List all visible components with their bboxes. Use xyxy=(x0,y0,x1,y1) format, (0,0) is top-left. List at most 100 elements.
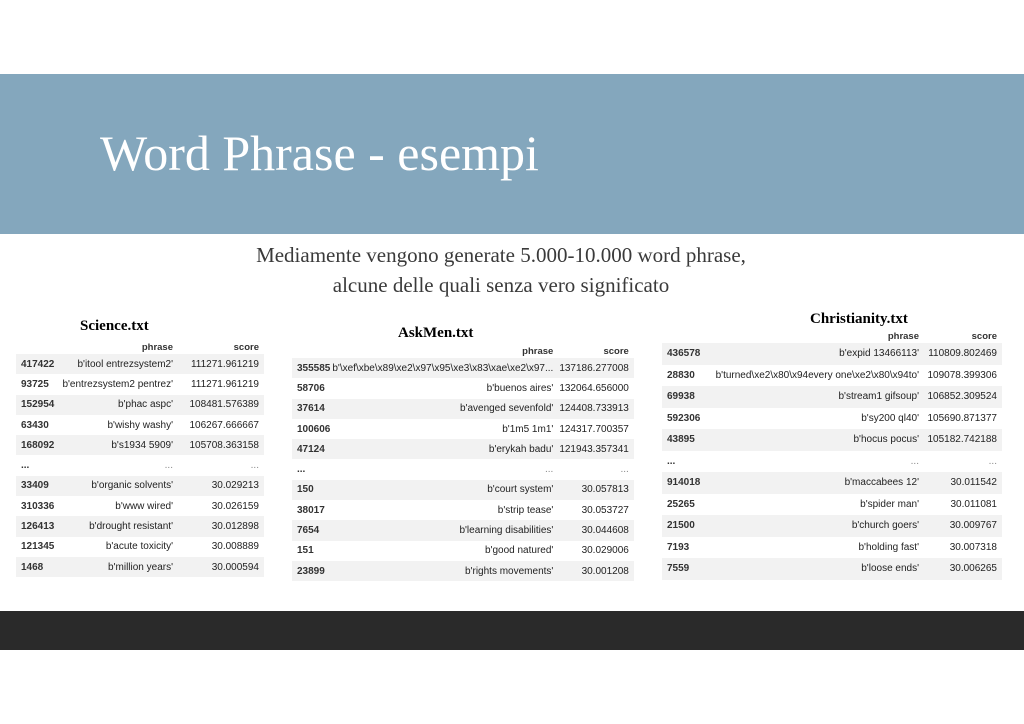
phrase-cell: b'drought resistant' xyxy=(89,521,173,533)
row-index: 58706 xyxy=(297,382,325,394)
phrase-cell: b'www wired' xyxy=(115,500,173,512)
row-index: 7559 xyxy=(667,563,690,575)
table-row: 355585 b'\xef\xbe\x89\xe2\x97\x95\xe3\x83… xyxy=(292,358,634,379)
row-index: 355585 xyxy=(297,362,331,374)
table-header-row: phrase score xyxy=(16,340,264,354)
table-row: 914018 b'maccabees 12' 30.011542 xyxy=(662,472,1002,494)
score-cell: 109078.399306 xyxy=(927,369,997,381)
score-cell: 124317.700357 xyxy=(559,423,629,435)
score-cell: 124408.733913 xyxy=(559,403,629,415)
row-index: 7654 xyxy=(297,525,320,537)
row-index: 592306 xyxy=(667,412,701,424)
score-cell: 30.008889 xyxy=(211,541,259,553)
table-row: 21500 b'church goers' 30.009767 xyxy=(662,515,1002,537)
score-cell: 105690.871377 xyxy=(927,412,997,424)
phrase-cell: b's1934 5909' xyxy=(111,439,173,451)
phrase-header: phrase xyxy=(887,330,919,342)
table-row: 7193 b'holding fast' 30.007318 xyxy=(662,536,1002,558)
row-index: 21500 xyxy=(667,520,695,532)
phrase-cell: b'holding fast' xyxy=(858,541,919,553)
score-cell: 30.009767 xyxy=(949,520,997,532)
phrase-cell: ... xyxy=(910,455,919,467)
table-row: ......... xyxy=(292,459,634,480)
row-index: 914018 xyxy=(667,477,701,489)
score-cell: 121943.357341 xyxy=(559,443,629,455)
phrase-cell: b'million years' xyxy=(108,561,173,573)
row-index: 25265 xyxy=(667,498,695,510)
phrase-cell: b'phac aspc' xyxy=(118,399,173,411)
table-row: 37614 b'avenged sevenfold' 124408.733913 xyxy=(292,398,634,419)
row-index: 43895 xyxy=(667,434,695,446)
row-index: 33409 xyxy=(21,480,49,492)
table-row: 63430 b'wishy washy' 106267.666667 xyxy=(16,414,264,436)
score-cell: 137186.277008 xyxy=(559,362,629,374)
row-index: 47124 xyxy=(297,443,325,455)
phrase-header: phrase xyxy=(522,345,554,357)
phrase-cell: b'church goers' xyxy=(851,520,919,532)
row-index: ... xyxy=(297,464,306,476)
phrase-cell: b'avenged sevenfold' xyxy=(459,403,554,415)
table-row: 69938 b'stream1 gifsoup' 106852.309524 xyxy=(662,386,1002,408)
table-row: 58706 b'buenos aires' 132064.656000 xyxy=(292,378,634,399)
index-header xyxy=(292,344,331,358)
title-banner xyxy=(0,74,1024,234)
score-cell: 30.057813 xyxy=(581,484,629,496)
table-row: 93725 b'entrezsystem2 pentrez' 111271.9612… xyxy=(16,374,264,395)
table-row: 126413 b'drought resistant' 30.012898 xyxy=(16,516,264,537)
score-cell: 30.029006 xyxy=(581,545,629,557)
score-cell: 106267.666667 xyxy=(189,419,259,431)
row-index: 7193 xyxy=(667,541,690,553)
phrase-cell: ... xyxy=(544,464,554,476)
table-row: 33409 b'organic solvents' 30.029213 xyxy=(16,475,264,497)
score-cell: 30.001208 xyxy=(581,565,629,577)
row-index: 152954 xyxy=(21,399,55,411)
phrase-cell: b'\xef\xbe\x89\xe2\x97\x95\xe3\x83\xae\x… xyxy=(332,362,554,374)
subtitle-line-2: alcune delle quali senza vero significat… xyxy=(332,273,670,297)
phrase-header: phrase xyxy=(141,341,173,353)
slide-subtitle: Mediamente vengono generate 5.000-10.000… xyxy=(0,240,1002,300)
phrase-cell: b'organic solvents' xyxy=(91,480,173,492)
christianity-table: phrase score 436578 b'expid 13466113' 1108… xyxy=(662,329,1002,580)
score-cell: ... xyxy=(988,455,997,467)
askmen-table: phrase score 355585 b'\xef\xbe\x89\xe2\x9… xyxy=(292,344,634,582)
row-index: ... xyxy=(667,455,676,467)
table-row: 43895 b'hocus pocus' 105182.742188 xyxy=(662,429,1002,451)
table-header-row: phrase score xyxy=(292,344,634,358)
table-row: ......... xyxy=(16,455,264,476)
table-row: 417422 b'itool entrezsystem2' 111271.96121… xyxy=(16,354,264,375)
phrase-cell: b'good natured' xyxy=(484,545,554,557)
score-cell: 30.026159 xyxy=(211,500,259,512)
phrase-cell: b'turned\xe2\x80\x94every one\xe2\x80\x9… xyxy=(715,369,919,381)
table-row: 168092 b's1934 5909' 105708.363158 xyxy=(16,435,264,456)
table-row: 1468 b'million years' 30.000594 xyxy=(16,556,264,578)
row-index: 150 xyxy=(297,484,314,496)
table-row: 25265 b'spider man' 30.011081 xyxy=(662,493,1002,515)
score-cell: 30.007318 xyxy=(949,541,997,553)
table-row: 7559 b'loose ends' 30.006265 xyxy=(662,558,1002,580)
row-index: 69938 xyxy=(667,391,695,403)
phrase-cell: ... xyxy=(164,460,173,472)
table-row: 436578 b'expid 13466113' 110809.802469 xyxy=(662,343,1002,365)
science-table: phrase score 417422 b'itool entrezsystem2… xyxy=(16,340,264,578)
row-index: 37614 xyxy=(297,403,325,415)
table-row: 47124 b'erykah badu' 121943.357341 xyxy=(292,439,634,460)
phrase-cell: b'spider man' xyxy=(860,498,919,510)
slide-title: Word Phrase - esempi xyxy=(100,125,539,181)
score-cell: 111271.961219 xyxy=(190,378,259,390)
subtitle-line-1: Mediamente vengono generate 5.000-10.000… xyxy=(256,243,746,267)
row-index: 63430 xyxy=(21,419,49,431)
table-row: 38017 b'strip tease' 30.053727 xyxy=(292,500,634,521)
table-row: 150 b'court system' 30.057813 xyxy=(292,479,634,501)
phrase-cell: b'loose ends' xyxy=(861,563,919,575)
score-cell: 30.011081 xyxy=(950,498,997,510)
row-index: 436578 xyxy=(667,348,701,360)
score-header: score xyxy=(233,341,259,353)
phrase-cell: b'strip tease' xyxy=(497,504,554,516)
index-header xyxy=(662,329,706,343)
row-index: 126413 xyxy=(21,521,55,533)
phrase-cell: b'entrezsystem2 pentrez' xyxy=(62,378,173,390)
row-index: 151 xyxy=(297,545,314,557)
phrase-cell: b'wishy washy' xyxy=(107,419,173,431)
phrase-cell: b'rights movements' xyxy=(465,565,554,577)
askmen-table-title: AskMen.txt xyxy=(398,325,474,341)
